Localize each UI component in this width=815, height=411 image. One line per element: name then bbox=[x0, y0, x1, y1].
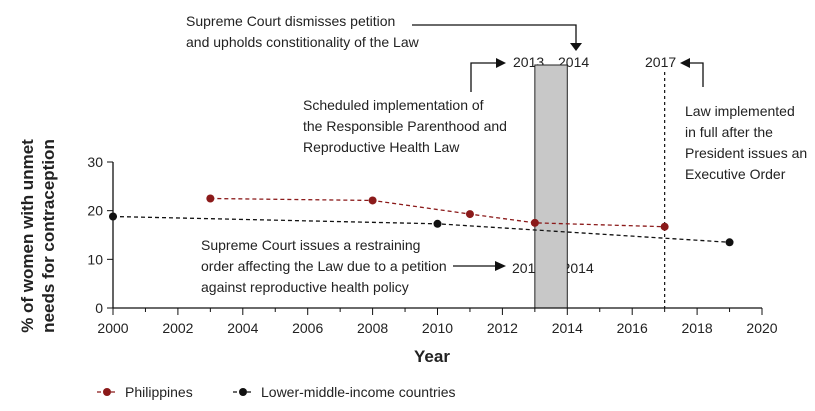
x-tick-label-2014: 2014 bbox=[552, 320, 583, 336]
data-point-lmic-2000 bbox=[109, 212, 117, 221]
x-tick-label-2018: 2018 bbox=[682, 320, 713, 336]
axes: 2000 2002 2004 2006 2008 2010 2012 2014 2016 2018… bbox=[87, 154, 777, 336]
shaded-region-2013-2014 bbox=[534, 64, 568, 309]
legend-marker-philippines bbox=[103, 388, 111, 396]
series-layer bbox=[109, 194, 734, 247]
x-tick-label-2004: 2004 bbox=[227, 320, 258, 336]
legend: Philippines Lower-middle-income countrie… bbox=[97, 384, 456, 400]
x-tick-label-2008: 2008 bbox=[357, 320, 388, 336]
arrowhead-scheduled bbox=[496, 58, 506, 68]
y-tick-label-20: 20 bbox=[87, 203, 103, 219]
arrowhead-restraining bbox=[495, 261, 506, 271]
arrow-2017 bbox=[688, 62, 704, 87]
legend-label-philippines: Philippines bbox=[125, 384, 193, 400]
arrow-heads bbox=[495, 43, 690, 271]
annotation-law-full-line2: in full after the bbox=[685, 124, 773, 140]
x-tick-label-2012: 2012 bbox=[487, 320, 518, 336]
data-point-philippines-2013 bbox=[530, 218, 539, 227]
x-tick-label-2002: 2002 bbox=[162, 320, 193, 336]
y-tick-label-10: 10 bbox=[87, 251, 103, 267]
arrowhead-scotus-dismiss bbox=[570, 43, 582, 51]
arrow-scotus-dismiss bbox=[412, 24, 577, 44]
x-tick-label-2016: 2016 bbox=[617, 320, 648, 336]
annotation-law-full-line4: Executive Order bbox=[685, 166, 786, 182]
data-point-philippines-2017 bbox=[660, 222, 669, 231]
arrowhead-2017 bbox=[680, 58, 690, 68]
annotation-restraining-line3: against reproductive health policy bbox=[201, 279, 409, 295]
annotation-scheduled-line3: Reproductive Health Law bbox=[303, 139, 460, 155]
annotations: Supreme Court dismisses petition and uph… bbox=[186, 13, 807, 295]
y-axis-title-line2: needs for contraception bbox=[39, 139, 58, 333]
label-year-2017: 2017 bbox=[645, 54, 676, 70]
x-axis-title: Year bbox=[414, 347, 450, 366]
x-tick-label-2010: 2010 bbox=[422, 320, 453, 336]
data-point-philippines-2011 bbox=[465, 210, 474, 219]
annotation-scheduled-line2: the Responsible Parenthood and bbox=[303, 118, 507, 134]
data-point-lmic-2019 bbox=[725, 238, 734, 247]
annotation-scotus-dismiss-line2: and upholds constitionality of the Law bbox=[186, 34, 420, 50]
legend-marker-lmic bbox=[239, 388, 247, 396]
annotation-law-full-line3: President issues an bbox=[685, 145, 807, 161]
data-point-lmic-2010 bbox=[433, 219, 442, 228]
annotation-restraining-line1: Supreme Court issues a restraining bbox=[201, 237, 420, 253]
annotation-restraining-line2: order affecting the Law due to a petitio… bbox=[201, 258, 447, 274]
legend-label-lmic: Lower-middle-income countries bbox=[261, 384, 456, 400]
y-tick-label-30: 30 bbox=[87, 154, 103, 170]
shade-layer bbox=[534, 64, 568, 309]
annotation-law-full-line1: Law implemented bbox=[685, 103, 795, 119]
x-tick-label-2006: 2006 bbox=[292, 320, 323, 336]
annotation-scotus-dismiss-line1: Supreme Court dismisses petition bbox=[186, 13, 395, 29]
data-point-philippines-2008 bbox=[368, 196, 377, 205]
x-tick-label-2000: 2000 bbox=[97, 320, 128, 336]
x-tick-label-2020: 2020 bbox=[746, 320, 777, 336]
y-axis-title-line1: % of women with unmet bbox=[18, 139, 37, 333]
arrow-scheduled bbox=[470, 62, 497, 92]
y-tick-label-0: 0 bbox=[95, 300, 103, 316]
annotation-arrows bbox=[412, 24, 704, 267]
data-point-philippines-2003 bbox=[206, 194, 215, 203]
annotation-scheduled-line1: Scheduled implementation of bbox=[303, 97, 484, 113]
